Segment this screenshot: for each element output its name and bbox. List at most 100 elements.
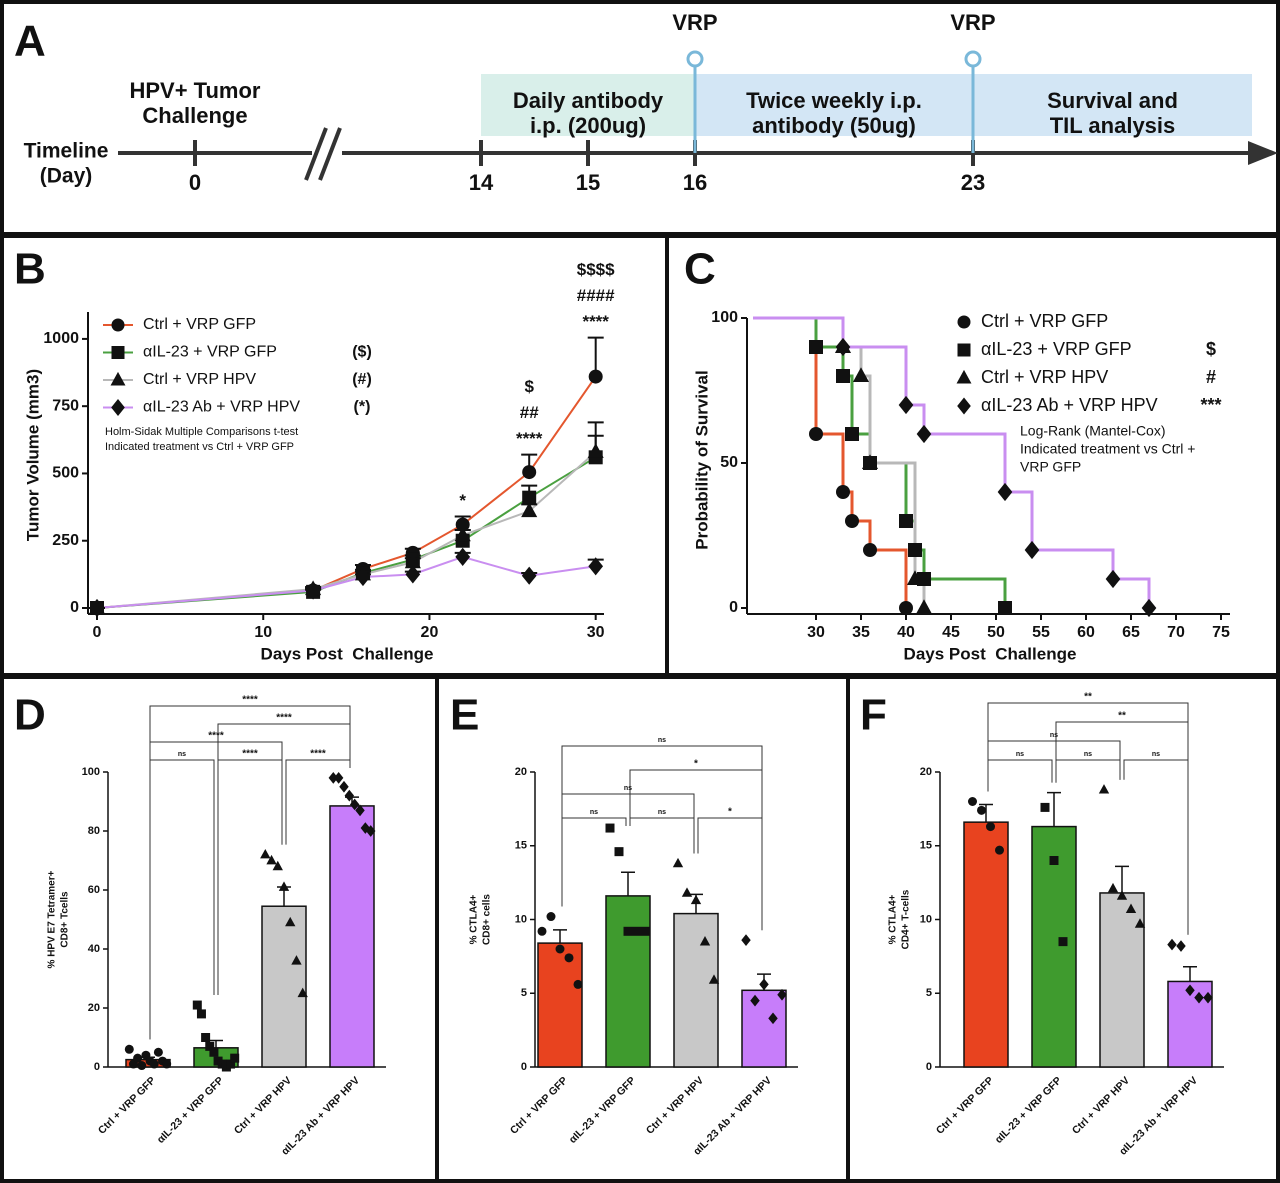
comparison-label: * [694,759,698,770]
legend-note: ($) [352,344,372,361]
data-point [977,805,986,815]
vrp-marker-head [964,50,982,68]
data-point [205,1041,215,1051]
bar [1031,825,1077,1068]
censor-point [861,454,879,469]
method-note: Holm-Sidak Multiple Comparisons t-test [105,426,298,438]
data-point [149,1059,159,1069]
timeline-arrow [1248,141,1278,165]
censor-point [1141,598,1157,618]
timeline-tick-label: 15 [576,170,600,195]
data-point [1203,991,1213,1004]
legend-marker [110,371,126,386]
x-tick-label: 35 [852,624,870,641]
legend-marker [957,315,971,329]
error-bar [1047,791,1061,827]
significance-label: $$$$ [577,260,615,279]
censor-point [845,427,859,441]
survival-curve [753,316,908,608]
x-tick-label: 40 [897,624,915,641]
phase-label: Survival and [1047,88,1178,113]
y-tick-label: 500 [52,465,79,482]
significance-label: **** [582,312,609,331]
comparison-bracket [561,745,763,931]
data-point [454,526,471,542]
x-tick-label: 75 [1212,624,1230,641]
phase-label: antibody (50ug) [752,113,916,138]
data-point [1185,984,1195,997]
method-note: Indicated treatment vs Ctrl + [1020,441,1195,457]
y-axis-title: CD8+ cells [482,894,493,945]
y-tick-label: 0 [729,599,738,616]
phase-band [481,74,695,136]
data-point [573,979,583,989]
data-point [153,1047,163,1057]
legend-label: αIL-23 Ab + VRP HPV [143,399,300,416]
y-axis-title: Tumor Volume (mm3) [23,369,42,541]
data-point [1167,938,1177,951]
significance-label: #### [577,286,615,305]
data-point [297,987,308,998]
panel-letter: B [14,245,46,294]
censor-point [908,543,922,557]
comparison-label: **** [242,749,258,760]
comparison-label: ns [1152,751,1160,758]
data-point [137,1061,147,1071]
error-bar [621,871,635,896]
data-point [405,565,421,584]
y-tick-label: 250 [52,532,79,549]
data-point [328,772,339,784]
data-point [339,780,349,793]
bar [261,905,307,1068]
data-point [266,854,277,865]
survival-curve [753,316,1151,608]
censor-point [852,367,870,382]
data-point [1125,903,1137,913]
panel-letter: D [14,691,46,740]
y-tick-label: 5 [521,987,527,999]
significance-label: **** [516,429,543,448]
censor-point [809,427,823,441]
data-point [555,944,565,954]
phase-band [973,74,1252,136]
y-tick-label: 80 [88,825,100,837]
phase-label: i.p. (200ug) [530,113,646,138]
vrp-marker-head [686,50,704,68]
legend-note: (#) [352,371,372,388]
panel-f-border [846,675,1280,1183]
data-point [681,887,693,897]
censor-point [836,485,850,499]
y-tick-label: 20 [515,766,527,778]
y-tick-label: 15 [920,840,932,852]
data-point [522,465,537,480]
data-point [537,926,547,936]
censor-point [998,601,1012,615]
data-point [968,797,977,806]
data-point [355,567,371,587]
legend-label: αIL-23 + VRP GFP [981,339,1132,359]
data-point [750,994,760,1007]
y-tick-label: 15 [515,840,527,852]
timeline-tick-label: 23 [961,170,985,195]
data-point [521,502,538,518]
censor-point [845,514,859,528]
data-point [588,557,604,576]
method-note: VRP GFP [1020,459,1081,475]
censor-point [836,369,850,383]
censor-point [906,570,924,585]
timeline-axis-label: Timeline [24,140,109,163]
event-label: HPV+ Tumor [129,78,260,103]
x-tick-label: 30 [807,624,825,641]
y-tick-label: 1000 [43,330,79,347]
data-point [349,798,360,811]
data-point [1107,882,1119,893]
data-point [360,822,371,834]
comparison-label: **** [276,713,292,724]
timeline-axis-label: (Day) [40,165,93,188]
y-tick-label: 20 [88,1002,100,1014]
y-axis-title: % HPV E7 Tetramer+ [47,870,58,968]
data-point [588,369,603,384]
x-tick-label: 55 [1032,624,1050,641]
data-point [226,1059,236,1069]
comparison-label: ** [1084,692,1092,703]
